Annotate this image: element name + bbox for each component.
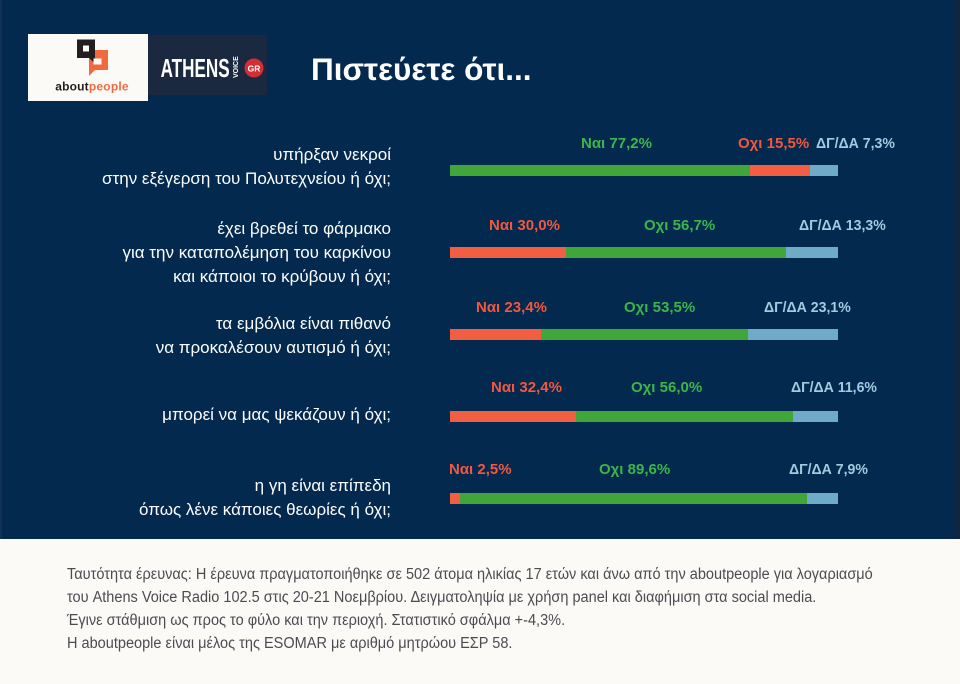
svg-text:ATHENS: ATHENS	[161, 53, 230, 83]
svg-text:GR: GR	[248, 64, 261, 74]
svg-text:aboutpeople: aboutpeople	[55, 79, 129, 93]
svg-text:VOICE: VOICE	[233, 56, 240, 78]
